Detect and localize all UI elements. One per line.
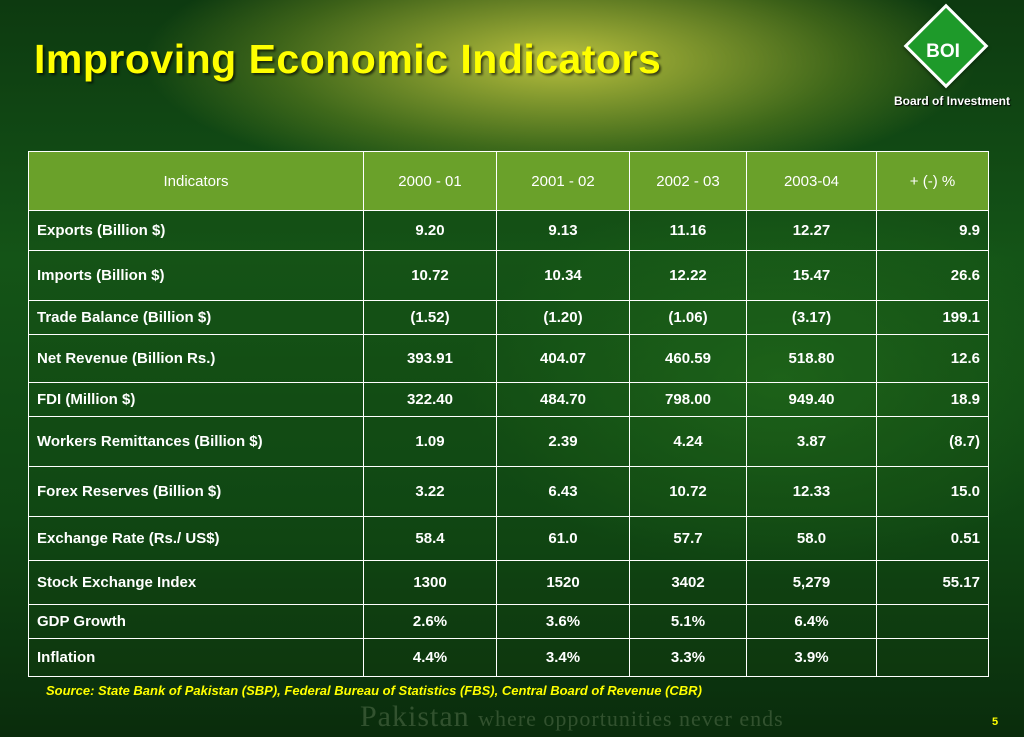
value-2002-03: 798.00 [629,382,747,417]
value-2000-01: 58.4 [363,516,497,561]
value-2000-01: 10.72 [363,250,497,301]
value-2003-04: 6.4% [746,604,877,639]
change-pct: 26.6 [876,250,989,301]
table-row: GDP Growth 2.6% 3.6% 5.1% 6.4% [28,604,989,639]
indicators-table: Indicators 2000 - 01 2001 - 02 2002 - 03… [28,151,989,677]
logo-text: BOI [926,41,960,62]
change-pct [876,638,989,677]
value-2002-03: 57.7 [629,516,747,561]
page-number: 5 [992,716,999,728]
value-2002-03: 11.16 [629,210,747,251]
value-2001-02: 10.34 [496,250,630,301]
change-pct: 12.6 [876,334,989,383]
value-2000-01: 4.4% [363,638,497,677]
table-header-row: Indicators 2000 - 01 2001 - 02 2002 - 03… [28,151,989,211]
change-pct: 55.17 [876,560,989,605]
indicator-label: GDP Growth [28,604,364,639]
background-watermark: Pakistan where opportunities never ends [360,700,784,734]
table-row: Net Revenue (Billion Rs.) 393.91 404.07 460… [28,334,989,383]
indicator-label: Exports (Billion $) [28,210,364,251]
indicator-label: Imports (Billion $) [28,250,364,301]
value-2000-01: 393.91 [363,334,497,383]
change-pct: 199.1 [876,300,989,335]
value-2003-04: 3.9% [746,638,877,677]
change-pct: 18.9 [876,382,989,417]
value-2001-02: 6.43 [496,466,630,517]
header-indicators: Indicators [28,151,364,211]
value-2003-04: 3.87 [746,416,877,467]
indicator-label: Inflation [28,638,364,677]
value-2000-01: (1.52) [363,300,497,335]
value-2003-04: 58.0 [746,516,877,561]
value-2000-01: 1300 [363,560,497,605]
header-2001-02: 2001 - 02 [496,151,630,211]
value-2003-04: 5,279 [746,560,877,605]
value-2001-02: 2.39 [496,416,630,467]
value-2001-02: 404.07 [496,334,630,383]
table-row: Workers Remittances (Billion $) 1.09 2.39 4… [28,416,989,467]
header-2000-01: 2000 - 01 [363,151,497,211]
value-2000-01: 3.22 [363,466,497,517]
value-2002-03: 5.1% [629,604,747,639]
indicator-label: FDI (Million $) [28,382,364,417]
table-row: Imports (Billion $) 10.72 10.34 12.22 15.47 2… [28,250,989,301]
indicator-label: Workers Remittances (Billion $) [28,416,364,467]
value-2000-01: 2.6% [363,604,497,639]
value-2001-02: (1.20) [496,300,630,335]
watermark-main: Pakistan [360,700,470,733]
value-2002-03: 3402 [629,560,747,605]
value-2001-02: 3.4% [496,638,630,677]
value-2002-03: 4.24 [629,416,747,467]
value-2003-04: 12.27 [746,210,877,251]
header-change-pct: + (-) % [876,151,989,211]
value-2000-01: 1.09 [363,416,497,467]
value-2003-04: 15.47 [746,250,877,301]
table-row: Exchange Rate (Rs./ US$) 58.4 61.0 57.7 58.0… [28,516,989,561]
value-2000-01: 322.40 [363,382,497,417]
indicator-label: Trade Balance (Billion $) [28,300,364,335]
value-2003-04: (3.17) [746,300,877,335]
value-2001-02: 3.6% [496,604,630,639]
value-2001-02: 9.13 [496,210,630,251]
change-pct: 15.0 [876,466,989,517]
value-2003-04: 518.80 [746,334,877,383]
change-pct: 9.9 [876,210,989,251]
value-2002-03: 3.3% [629,638,747,677]
watermark-tagline: where opportunities never ends [478,706,784,731]
indicator-label: Exchange Rate (Rs./ US$) [28,516,364,561]
source-note: Source: State Bank of Pakistan (SBP), Fe… [46,683,702,698]
value-2003-04: 949.40 [746,382,877,417]
indicator-label: Forex Reserves (Billion $) [28,466,364,517]
change-pct: 0.51 [876,516,989,561]
header-2002-03: 2002 - 03 [629,151,747,211]
table-row: Trade Balance (Billion $) (1.52) (1.20) (1.… [28,300,989,335]
slide-title: Improving Economic Indicators [34,36,662,82]
indicator-label: Net Revenue (Billion Rs.) [28,334,364,383]
change-pct: (8.7) [876,416,989,467]
value-2000-01: 9.20 [363,210,497,251]
header-2003-04: 2003-04 [746,151,877,211]
value-2001-02: 484.70 [496,382,630,417]
indicator-label: Stock Exchange Index [28,560,364,605]
table-row: Inflation 4.4% 3.4% 3.3% 3.9% [28,638,989,677]
value-2002-03: 10.72 [629,466,747,517]
value-2002-03: 460.59 [629,334,747,383]
logo-caption: Board of Investment [893,94,1010,108]
value-2001-02: 1520 [496,560,630,605]
value-2003-04: 12.33 [746,466,877,517]
value-2002-03: (1.06) [629,300,747,335]
change-pct [876,604,989,639]
value-2002-03: 12.22 [629,250,747,301]
value-2001-02: 61.0 [496,516,630,561]
table-row: Exports (Billion $) 9.20 9.13 11.16 12.27 9.9 [28,210,989,251]
table-row: Forex Reserves (Billion $) 3.22 6.43 10.72 1… [28,466,989,517]
table-row: Stock Exchange Index 1300 1520 3402 5,279 55.… [28,560,989,605]
boi-logo: BOI Board of Investment [894,3,1010,112]
table-row: FDI (Million $) 322.40 484.70 798.00 949.40 1… [28,382,989,417]
